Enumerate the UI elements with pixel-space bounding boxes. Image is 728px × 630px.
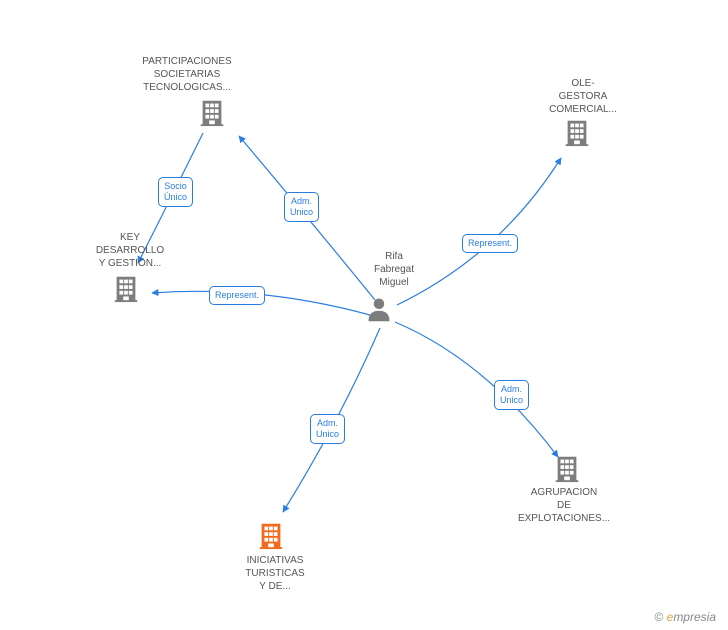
node-label-rifa: RifaFabregatMiguel [339,250,449,289]
edge-rifa-agrupacion [395,322,558,457]
company-node-ole[interactable] [562,117,592,152]
building-icon [552,453,582,483]
building-icon [111,273,141,303]
company-node-participaciones[interactable] [197,97,227,132]
edge-label-participaciones-key: SocioÚnico [158,177,193,207]
node-label-agrupacion: AGRUPACIONDEEXPLOTACIONES... [509,486,619,525]
edge-label-rifa-iniciativas: Adm.Unico [310,414,345,444]
node-label-ole: OLE-GESTORACOMERCIAL... [528,77,638,116]
company-node-agrupacion[interactable] [552,453,582,488]
node-label-iniciativas: INICIATIVASTURISTICASY DE... [220,554,330,593]
edge-label-rifa-agrupacion: Adm.Unico [494,380,529,410]
edge-label-rifa-ole: Represent. [462,234,518,253]
company-node-key[interactable] [111,273,141,308]
copyright-symbol: © [654,610,663,624]
company-node-iniciativas[interactable] [256,520,286,555]
brand-rest: mpresia [673,610,716,624]
footer-credit: © empresia [654,610,716,624]
node-label-participaciones: PARTICIPACIONESSOCIETARIASTECNOLOGICAS..… [132,55,242,94]
person-icon [365,295,393,323]
person-node-rifa[interactable] [365,295,393,328]
building-icon [256,520,286,550]
edge-label-rifa-participaciones: Adm.Unico [284,192,319,222]
edge-label-rifa-key: Represent. [209,286,265,305]
building-icon [562,117,592,147]
building-icon [197,97,227,127]
node-label-key: KEYDESARROLLOY GESTION... [75,231,185,270]
